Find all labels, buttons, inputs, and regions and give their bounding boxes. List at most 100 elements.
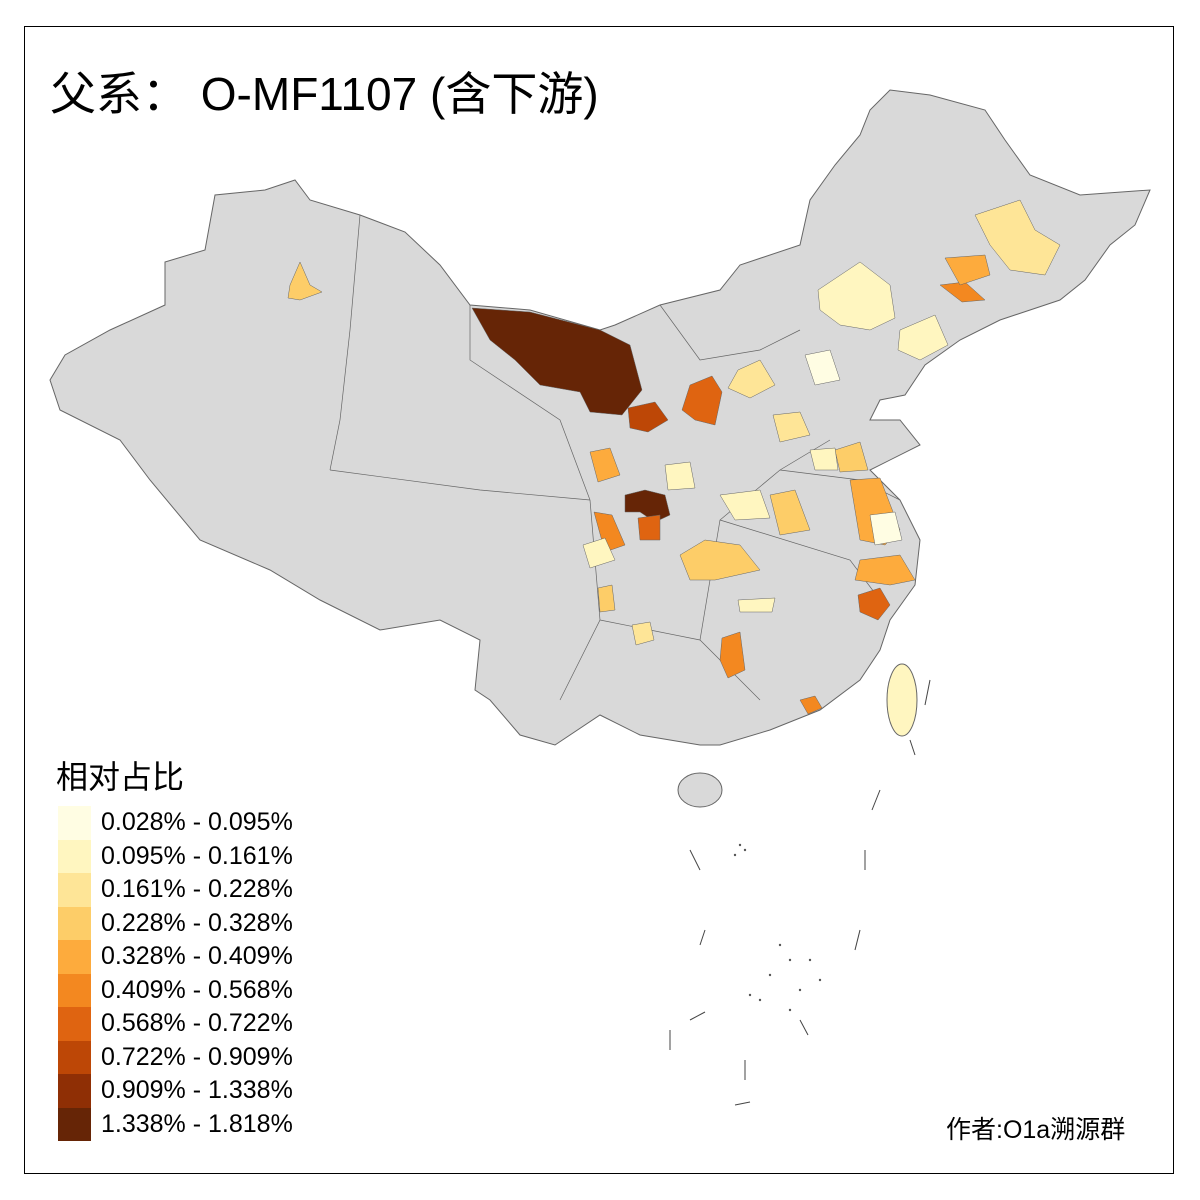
island-dot [733, 853, 737, 857]
region-bin-10 [624, 489, 671, 523]
legend-label: 1.338% - 1.818% [101, 1109, 293, 1138]
region-bin-2 [817, 261, 896, 331]
highlighted-regions [287, 199, 1061, 737]
region-bin-2 [719, 489, 771, 521]
legend-title: 相对占比 [56, 759, 185, 795]
legend-swatch [58, 1040, 91, 1074]
legend-label: 0.328% - 0.409% [101, 942, 293, 971]
legend-item: 0.722% - 0.909% [58, 1040, 293, 1074]
island-dot [768, 973, 772, 977]
province-border [469, 305, 591, 501]
legend-item: 0.028% - 0.095% [58, 806, 293, 840]
province-border [329, 214, 361, 471]
region-bin-3 [772, 411, 811, 443]
author-credit: 作者:O1a溯源群 [946, 1116, 1126, 1144]
legend-swatch [58, 873, 91, 907]
island-dot [798, 988, 802, 992]
legend-swatch [58, 839, 91, 873]
legend-label: 0.228% - 0.328% [101, 908, 293, 937]
region-bin-3 [631, 621, 655, 646]
legend-item: 0.909% - 1.338% [58, 1074, 293, 1108]
hainan-island [677, 772, 723, 808]
legend-item: 0.328% - 0.409% [58, 940, 293, 974]
boundary-dash [689, 849, 701, 871]
south-sea-islands [669, 679, 931, 1106]
legend-swatch [58, 1007, 91, 1041]
region-bin-10 [471, 307, 643, 416]
legend-swatch [58, 973, 91, 1007]
region-bin-6 [939, 281, 986, 303]
legend-item: 0.568% - 0.722% [58, 1007, 293, 1041]
boundary-dash [871, 789, 881, 811]
boundary-dash [689, 1011, 706, 1021]
region-bin-4 [287, 261, 323, 301]
legend-label: 0.568% - 0.722% [101, 1009, 293, 1038]
island-dot [778, 943, 782, 947]
province-border [659, 304, 801, 361]
boundary-dash [924, 679, 931, 706]
region-bin-2 [664, 461, 696, 491]
taiwan-island [886, 663, 918, 737]
island-dot [788, 958, 792, 962]
province-border [329, 469, 591, 501]
legend-label: 0.028% - 0.095% [101, 808, 293, 837]
region-bin-5 [944, 254, 991, 286]
legend: 0.028% - 0.095% 0.095% - 0.161% 0.161% - 0… [58, 806, 293, 1141]
legend-swatch [58, 1074, 91, 1108]
island-dot [788, 1008, 792, 1012]
legend-item: 0.409% - 0.568% [58, 973, 293, 1007]
island-dot [738, 843, 742, 847]
region-bin-7 [857, 587, 891, 621]
boundary-dash [909, 739, 916, 756]
island-dot [758, 998, 762, 1002]
region-bin-4 [834, 441, 869, 473]
legend-label: 0.909% - 1.338% [101, 1076, 293, 1105]
region-bin-1 [869, 511, 903, 546]
region-bin-5 [589, 447, 621, 483]
region-bin-7 [681, 375, 723, 426]
legend-swatch [58, 1107, 91, 1141]
legend-label: 0.722% - 0.909% [101, 1042, 293, 1071]
legend-label: 0.409% - 0.568% [101, 975, 293, 1004]
plot-border [24, 26, 1174, 1174]
legend-swatch [58, 940, 91, 974]
boundary-dash [734, 1101, 751, 1106]
region-bin-8 [627, 401, 669, 433]
island-dot [818, 978, 822, 982]
island-dot [748, 993, 752, 997]
legend-swatch [58, 906, 91, 940]
region-bin-6 [719, 631, 746, 679]
region-bin-5 [854, 554, 916, 586]
base-map [49, 89, 1151, 808]
region-bin-4 [597, 584, 616, 613]
region-bin-1 [804, 349, 841, 386]
map-title: 父系： O-MF1107 (含下游) [50, 68, 599, 120]
legend-item: 0.095% - 0.161% [58, 839, 293, 873]
region-bin-6 [799, 695, 823, 715]
island-dot [808, 958, 812, 962]
region-bin-4 [769, 489, 811, 536]
region-bin-3 [727, 359, 776, 399]
legend-swatch [58, 806, 91, 840]
legend-item: 1.338% - 1.818% [58, 1107, 293, 1141]
region-bin-2 [809, 447, 839, 471]
region-bin-2 [737, 597, 776, 613]
region-bin-4 [679, 539, 761, 581]
island-dot [743, 848, 747, 852]
province-border [719, 519, 881, 601]
region-bin-6 [593, 511, 626, 553]
china-outline [49, 89, 1151, 746]
legend-item: 0.228% - 0.328% [58, 906, 293, 940]
region-bin-2 [582, 537, 616, 569]
boundary-dash [699, 929, 706, 946]
legend-item: 0.161% - 0.228% [58, 873, 293, 907]
legend-label: 0.095% - 0.161% [101, 841, 293, 870]
boundary-dash [854, 929, 861, 951]
boundary-dash [799, 1019, 809, 1036]
region-bin-7 [637, 514, 661, 541]
region-bin-2 [897, 314, 949, 361]
legend-label: 0.161% - 0.228% [101, 875, 293, 904]
region-bin-3 [974, 199, 1061, 276]
